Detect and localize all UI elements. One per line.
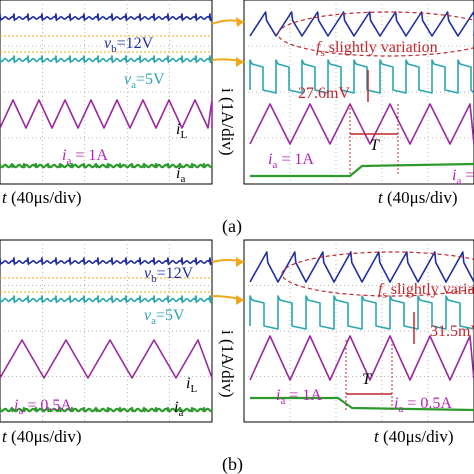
zoom-arrow-vb-a-head bbox=[236, 17, 244, 27]
caption-b: (b) bbox=[222, 454, 243, 474]
fs-label-a: fs slightly variation bbox=[316, 39, 438, 59]
iL-trace-a-right bbox=[249, 103, 474, 145]
ripple-label-a: 27.6mV bbox=[298, 85, 350, 102]
vb-label-a: vb=12V bbox=[104, 35, 154, 55]
ia-value-label-b: ia = 0.5A bbox=[14, 397, 72, 417]
vb-trace-a-right bbox=[249, 11, 474, 37]
zoom-arrow-va-b-head bbox=[236, 295, 244, 305]
vb-trace-a-left bbox=[0, 13, 213, 22]
fs-label-b: fs slightly variation bbox=[378, 281, 474, 301]
time-axis-label-a-right: t (40μs/div) bbox=[378, 188, 457, 207]
iL-trace-b-right bbox=[249, 335, 474, 381]
panel-b-right bbox=[243, 239, 474, 423]
time-axis-label-b-right: t (40μs/div) bbox=[374, 427, 453, 446]
vb-trace-b-right bbox=[249, 251, 474, 283]
va-label-a: va=5V bbox=[124, 71, 165, 91]
fs-variation-ellipse-b bbox=[281, 251, 474, 297]
vb-label-b: vb=12V bbox=[144, 265, 194, 285]
ia-value-label-a: ia = 1A bbox=[62, 147, 108, 167]
ia-trace-a-right bbox=[250, 162, 474, 178]
ripple-label-b: 31.5mV bbox=[430, 323, 474, 340]
time-axis-label-a-left: t (40μs/div) bbox=[2, 188, 81, 207]
period-label-a: T bbox=[370, 137, 380, 154]
va-trace-b-left bbox=[0, 295, 213, 304]
caption-a: (a) bbox=[222, 216, 242, 237]
ia-before-label-b: ia = 1A bbox=[276, 387, 322, 407]
ia-before-label-a: ia = 1A bbox=[268, 151, 314, 171]
ia-trace-a-left bbox=[0, 162, 213, 169]
period-label-b: T bbox=[362, 371, 372, 388]
ia-after-label-b: ia = 0.5A bbox=[394, 395, 452, 415]
zoom-arrow-vb-b-head bbox=[236, 257, 244, 267]
zoom-arrow-va-a-head bbox=[236, 57, 244, 67]
vb-trace-b-left bbox=[0, 257, 213, 266]
time-axis-label-b-left: t (40μs/div) bbox=[2, 427, 81, 446]
va-label-b: va=5V bbox=[144, 307, 185, 327]
iL-trace-a-left bbox=[0, 99, 213, 129]
iL-label-b: iL bbox=[186, 375, 197, 395]
current-scale-label-a: i (1A/div) bbox=[218, 88, 237, 156]
fs-variation-ellipse-a bbox=[277, 11, 474, 57]
va-trace-a-right bbox=[249, 59, 474, 94]
ia-trace-b-right bbox=[250, 396, 474, 412]
ia-after-label-a: ia = bbox=[452, 167, 474, 187]
iL-trace-b-left bbox=[0, 339, 213, 379]
ia-trace-b-left bbox=[0, 406, 213, 413]
va-trace-b-right bbox=[249, 295, 474, 330]
ia-label-a: ia bbox=[176, 165, 185, 185]
ia-label-b: ia bbox=[174, 399, 183, 419]
iL-label-a: iL bbox=[176, 121, 187, 141]
current-scale-label-b: i (1A/div) bbox=[218, 330, 237, 398]
va-trace-a-left bbox=[0, 55, 213, 64]
